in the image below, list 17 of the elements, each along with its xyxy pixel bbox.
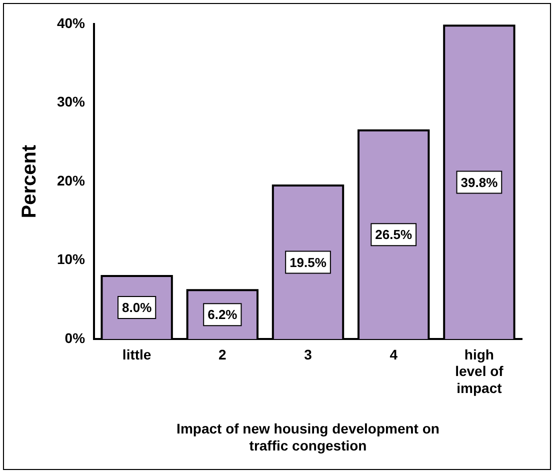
x-axis-title: Impact of new housing development on traffic congestion xyxy=(176,420,440,454)
x-tick-label: 3 xyxy=(304,346,312,362)
x-tick-label: high level of impact xyxy=(455,346,504,396)
y-tick-label: 0% xyxy=(64,330,86,346)
y-tick-label: 10% xyxy=(56,251,86,268)
y-axis-title: Percent xyxy=(18,144,41,218)
x-tick-label: little xyxy=(122,346,152,362)
y-tick-label: 40% xyxy=(56,14,86,31)
data-label: 19.5% xyxy=(290,254,327,270)
data-label: 6.2% xyxy=(208,307,238,322)
x-tick-label: 4 xyxy=(390,346,398,362)
y-tick-label: 30% xyxy=(56,94,86,110)
data-label: 39.8% xyxy=(460,174,498,190)
y-tick-label: 20% xyxy=(56,172,86,188)
data-label: 8.0% xyxy=(122,300,152,316)
data-label: 26.5% xyxy=(375,227,412,242)
x-tick-label: 2 xyxy=(218,346,227,362)
